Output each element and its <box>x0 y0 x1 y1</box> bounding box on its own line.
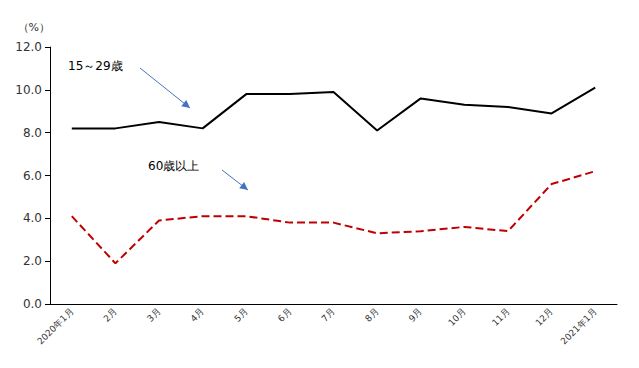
svg-text:7月: 7月 <box>320 306 337 323</box>
svg-text:4.0: 4.0 <box>23 211 42 225</box>
svg-text:2.0: 2.0 <box>23 254 42 268</box>
svg-text:5月: 5月 <box>232 306 249 323</box>
svg-text:12.0: 12.0 <box>15 40 42 54</box>
svg-text:11月: 11月 <box>490 306 512 328</box>
svg-text:3月: 3月 <box>145 306 162 323</box>
svg-text:9月: 9月 <box>407 306 424 323</box>
svg-text:10月: 10月 <box>446 306 468 328</box>
svg-text:12月: 12月 <box>534 306 556 328</box>
svg-text:4月: 4月 <box>189 306 206 323</box>
svg-text:6月: 6月 <box>276 306 293 323</box>
svg-text:15～29歳: 15～29歳 <box>68 59 123 73</box>
svg-text:8.0: 8.0 <box>23 126 42 140</box>
svg-text:6.0: 6.0 <box>23 169 42 183</box>
svg-text:60歳以上: 60歳以上 <box>148 159 199 173</box>
svg-text:2021年1月: 2021年1月 <box>559 306 599 346</box>
svg-text:10.0: 10.0 <box>15 83 42 97</box>
svg-text:0.0: 0.0 <box>23 297 42 311</box>
svg-text:2月: 2月 <box>101 306 118 323</box>
svg-text:8月: 8月 <box>363 306 380 323</box>
svg-text:2020年1月: 2020年1月 <box>35 306 75 346</box>
svg-text:（%）: （%） <box>18 21 50 34</box>
